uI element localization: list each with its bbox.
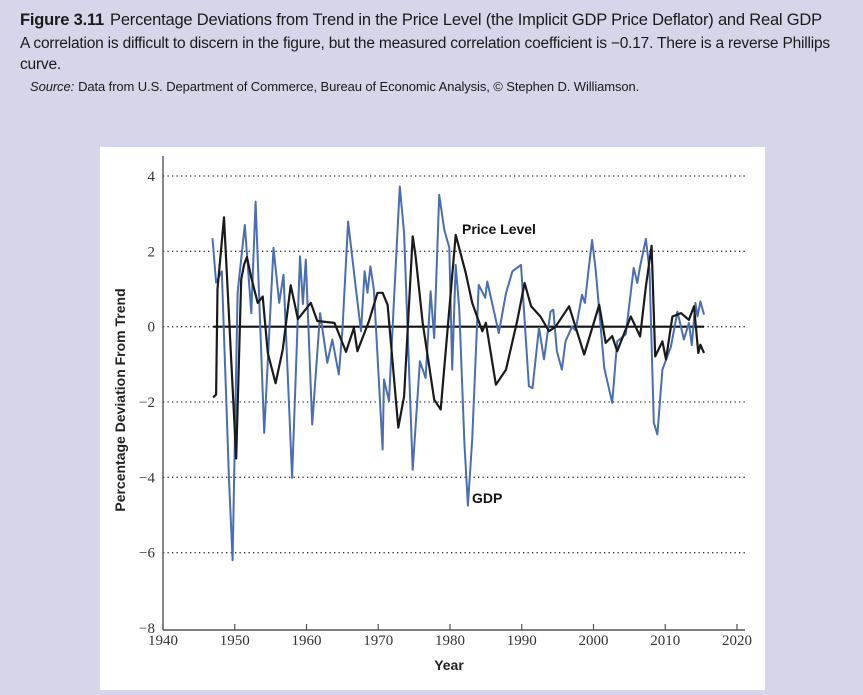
y-axis-label: Percentage Deviation From Trend [112, 288, 128, 511]
figure-title-text: Percentage Deviations from Trend in the … [110, 11, 822, 29]
figure-title: Figure 3.11 Percentage Deviations from Tr… [20, 9, 850, 31]
gridlines [163, 175, 745, 554]
series-label-gdp: GDP [472, 490, 502, 506]
source-label: Source: [30, 79, 75, 94]
figure-source: Source: Data from U.S. Department of Comm… [30, 79, 850, 94]
x-tick-label: 1960 [292, 633, 322, 649]
x-tick-label: 1940 [148, 633, 178, 649]
figure-caption: A correlation is difficult to discern in… [20, 35, 830, 73]
x-tick-label: 1990 [507, 633, 537, 649]
x-tick-label: 1950 [220, 633, 250, 649]
figure-number: Figure 3.11 [20, 11, 105, 29]
y-tick-label: −2 [139, 395, 155, 411]
y-tick-label: −6 [139, 546, 155, 562]
y-tick-label: 0 [148, 320, 156, 336]
x-tick-label: 1970 [363, 633, 393, 649]
x-axis-label: Year [434, 657, 464, 673]
x-tick-label: 1980 [435, 633, 465, 649]
series-lines [211, 185, 706, 562]
y-tick-label: 4 [148, 169, 156, 185]
x-tick-label: 2010 [650, 633, 680, 649]
axes [162, 156, 745, 631]
source-text: Data from U.S. Department of Commerce, B… [78, 79, 640, 94]
y-tick-label: −8 [139, 621, 155, 637]
x-tick-label: 2020 [722, 633, 752, 649]
y-tick-label: −4 [139, 470, 155, 486]
gdp-line [211, 185, 705, 562]
figure-header: Figure 3.11 Percentage Deviations from Tr… [20, 9, 850, 94]
x-tick-label: 2000 [579, 633, 609, 649]
price-level-line [212, 216, 706, 460]
series-label-price-level: Price Level [462, 221, 536, 237]
y-tick-label: 2 [148, 244, 156, 260]
